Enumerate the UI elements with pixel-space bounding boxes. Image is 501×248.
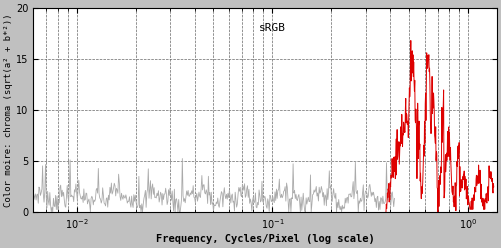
Text: sRGB: sRGB [259, 24, 286, 33]
Y-axis label: Color moire: chroma (sqrt(a² + b*²)): Color moire: chroma (sqrt(a² + b*²)) [4, 13, 13, 207]
X-axis label: Frequency, Cycles/Pixel (log scale): Frequency, Cycles/Pixel (log scale) [156, 234, 374, 244]
